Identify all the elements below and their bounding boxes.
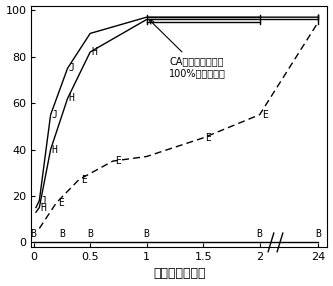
Text: B: B	[144, 229, 150, 239]
Text: J: J	[69, 63, 75, 73]
Text: B: B	[87, 229, 93, 239]
Text: H: H	[91, 47, 97, 57]
Text: CA添加後１時間で
100%活性が回復: CA添加後１時間で 100%活性が回復	[150, 20, 226, 78]
Text: B: B	[315, 229, 321, 239]
X-axis label: 経過時間（時）: 経過時間（時）	[153, 267, 206, 281]
Text: H: H	[52, 144, 58, 154]
Text: J: J	[52, 110, 58, 120]
Text: B: B	[31, 229, 37, 239]
Text: E: E	[205, 133, 211, 143]
Text: H: H	[69, 94, 75, 104]
Text: E: E	[115, 156, 121, 166]
Text: E: E	[262, 110, 268, 120]
Text: H: H	[40, 202, 46, 212]
Text: E: E	[81, 175, 87, 185]
Text: E: E	[59, 198, 64, 208]
Text: J: J	[40, 196, 46, 206]
Text: B: B	[257, 229, 263, 239]
Text: B: B	[59, 229, 65, 239]
